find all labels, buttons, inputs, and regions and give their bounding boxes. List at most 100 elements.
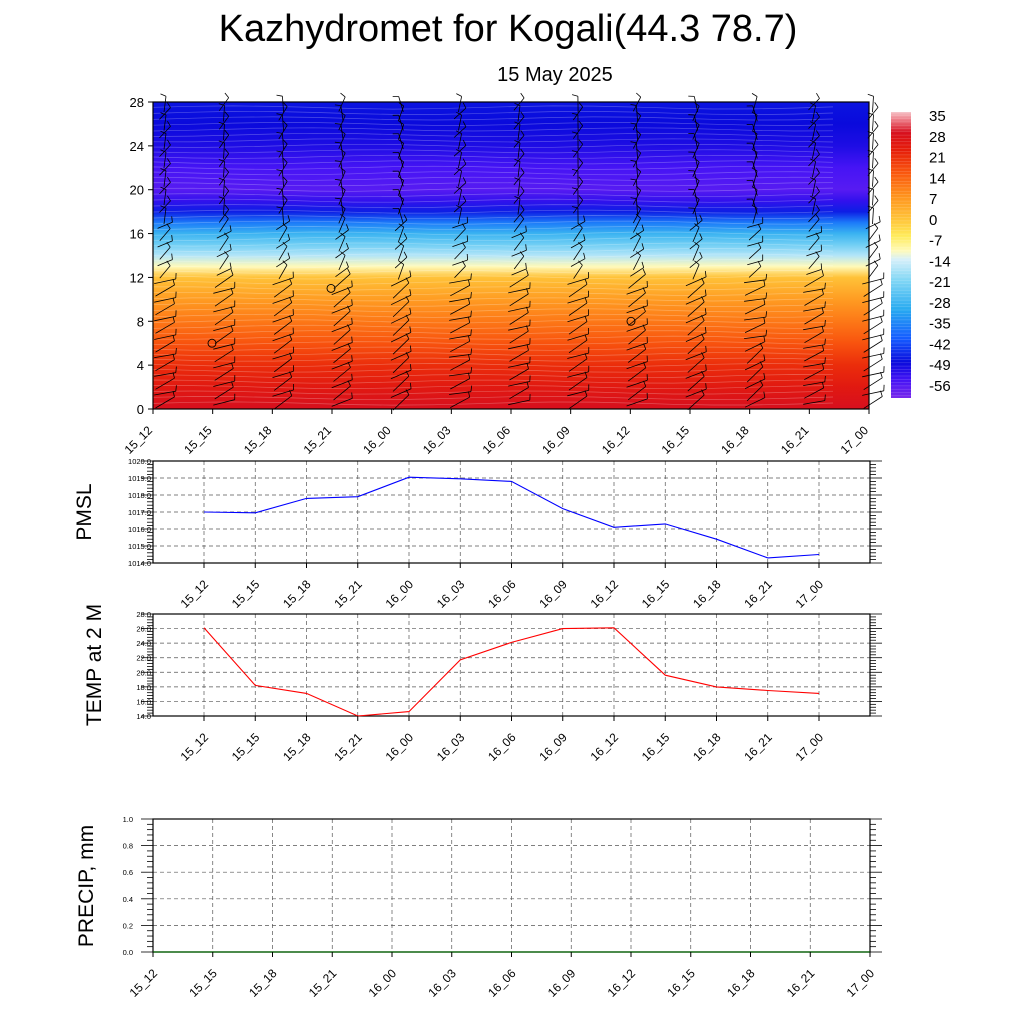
x-tick-label: 16_09: [536, 577, 570, 611]
y-tick-label: 20: [130, 183, 144, 198]
wind-barb: [449, 372, 471, 377]
wind-barb-flag: [751, 186, 758, 191]
wind-barb-flag: [231, 381, 234, 388]
wind-barb: [335, 248, 349, 259]
colorbar-label: 35: [929, 108, 946, 125]
wind-barb-flag: [403, 233, 408, 239]
wind-barb: [633, 255, 641, 270]
wind-barb: [744, 304, 766, 315]
wind-barb: [812, 105, 816, 122]
wind-barb-flag: [514, 102, 521, 106]
wind-barb-flag: [340, 167, 346, 172]
pmsl-chart: 1014.0 1015.0 1016.0 1017.0 1018.0 1019.0 1020…: [73, 457, 882, 611]
y-tick-label: 0.8: [123, 842, 133, 851]
wind-barb-flag: [578, 120, 584, 126]
wind-barb: [808, 209, 820, 223]
wind-barb: [567, 315, 589, 323]
wind-barb-flag: [526, 362, 529, 370]
wind-barb-flag: [468, 316, 471, 323]
contour-line: [152, 231, 834, 236]
wind-barb-flag: [642, 268, 646, 275]
wind-barb: [568, 321, 588, 335]
wind-barb-flag: [167, 102, 171, 108]
wind-barb: [513, 209, 525, 223]
wind-barb-flag: [276, 206, 283, 209]
wind-barb: [744, 322, 766, 333]
contour-line: [152, 313, 834, 318]
wind-barb: [278, 227, 288, 242]
wind-barb-flag: [470, 273, 472, 280]
wind-barb: [568, 283, 588, 298]
x-tick-label: 15_18: [246, 966, 280, 1000]
y-tick-label: 0.4: [123, 895, 133, 904]
wind-barb: [744, 397, 766, 408]
wind-barb: [219, 255, 229, 270]
y-tick-label: 1020.0: [128, 457, 151, 466]
chart-title: Kazhydromet for Kogali(44.3 78.7): [218, 8, 798, 50]
wind-barb: [338, 208, 346, 224]
wind-barb: [453, 126, 467, 138]
wind-barb: [398, 96, 404, 113]
colorbar-label: -7: [929, 233, 942, 250]
wind-barb: [692, 245, 700, 261]
wind-barb: [687, 338, 705, 355]
y-tick-label: 1019.0: [128, 474, 151, 483]
wind-barb: [626, 305, 648, 314]
wind-barb: [872, 170, 874, 187]
wind-barb: [808, 116, 820, 129]
wind-barb-flag: [230, 269, 234, 276]
wind-barb: [567, 352, 589, 359]
wind-barb: [282, 96, 284, 113]
wind-barb-flag: [287, 233, 291, 240]
contour-line: [152, 237, 834, 241]
wind-barb-flag: [172, 316, 175, 323]
wind-barb: [453, 182, 467, 194]
wind-barb: [390, 351, 412, 361]
wind-barb-flag: [340, 251, 346, 256]
wind-barb-flag: [456, 149, 462, 153]
contour-line: [152, 154, 834, 159]
wind-barb: [630, 248, 644, 258]
wind-barb: [333, 273, 351, 289]
wind-barb: [513, 116, 525, 130]
x-tick-label: 16_06: [485, 966, 519, 1000]
wind-barb: [392, 319, 410, 336]
wind-barb: [214, 368, 234, 381]
x-tick-label: 16_03: [425, 966, 459, 1000]
wind-barb: [272, 352, 294, 360]
y-tick-label: 1016.0: [128, 525, 151, 534]
wind-barb: [272, 333, 294, 342]
wind-barb: [692, 106, 700, 121]
wind-barb: [159, 265, 171, 279]
wind-barb: [803, 288, 825, 293]
wind-barb-flag: [462, 195, 467, 202]
wind-barb-flag: [160, 205, 167, 209]
wind-barb: [340, 105, 344, 122]
wind-barb: [450, 396, 470, 408]
colorbar-label: -56: [929, 378, 951, 395]
wind-barb-flag: [810, 139, 816, 144]
wind-barb: [163, 133, 167, 150]
wind-barb: [692, 161, 700, 177]
wind-barb: [632, 190, 642, 205]
wind-barb: [213, 306, 235, 313]
wind-barb: [223, 198, 225, 215]
wind-barb: [808, 191, 820, 204]
wind-barb: [630, 267, 644, 277]
wind-barb: [273, 376, 293, 391]
wind-barb: [746, 347, 764, 364]
wind-barb: [159, 200, 171, 213]
y-tick-label: 28.0: [136, 610, 151, 619]
wind-barb: [812, 124, 816, 141]
wind-barb-flag: [224, 92, 230, 98]
wind-barb: [213, 287, 235, 294]
wind-barb: [636, 105, 638, 122]
wind-barb: [744, 341, 766, 352]
wind-barb-flag: [347, 268, 351, 275]
x-tick-label: 16_06: [485, 730, 519, 764]
wind-barb: [223, 105, 225, 122]
wind-barb-flag: [751, 204, 758, 209]
wind-barb: [687, 283, 705, 299]
wind-barb-flag: [224, 232, 229, 238]
